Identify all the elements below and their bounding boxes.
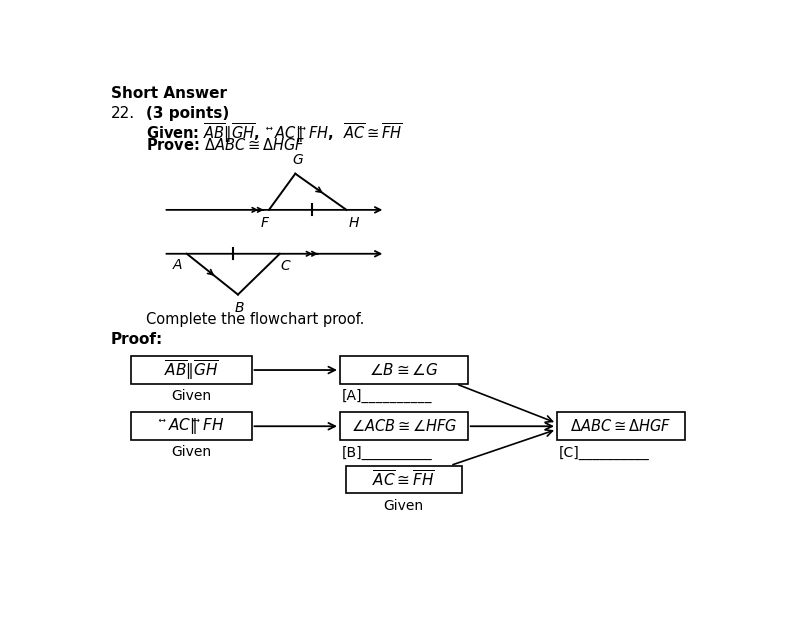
- Text: $\overleftrightarrow{AC} \| \overleftrightarrow{FH}$: $\overleftrightarrow{AC} \| \overleftrig…: [158, 416, 225, 436]
- Text: A: A: [173, 259, 182, 272]
- Text: 22.: 22.: [111, 106, 135, 121]
- Text: F: F: [261, 216, 269, 230]
- Text: $\angle ACB \cong \angle HFG$: $\angle ACB \cong \angle HFG$: [350, 418, 457, 434]
- FancyBboxPatch shape: [346, 466, 462, 493]
- Text: Short Answer: Short Answer: [111, 86, 227, 101]
- Text: C: C: [280, 259, 290, 273]
- Text: Proof:: Proof:: [111, 332, 163, 347]
- Text: $\overline{AB} \| \overline{GH}$: $\overline{AB} \| \overline{GH}$: [164, 358, 218, 382]
- Text: $\Delta ABC \cong \Delta HGF$: $\Delta ABC \cong \Delta HGF$: [570, 418, 671, 434]
- Text: Given: $\overline{AB} \| \overline{GH}$,  $\overleftrightarrow{AC} \| \overleftr: Given: $\overline{AB} \| \overline{GH}$,…: [146, 121, 403, 145]
- FancyBboxPatch shape: [557, 413, 685, 440]
- Text: [C]__________: [C]__________: [558, 446, 649, 459]
- Text: Given: Given: [171, 446, 211, 459]
- FancyBboxPatch shape: [131, 413, 251, 440]
- Text: $\overline{AC} \cong \overline{FH}$: $\overline{AC} \cong \overline{FH}$: [372, 470, 435, 490]
- Text: Given: Given: [384, 499, 424, 513]
- FancyBboxPatch shape: [340, 413, 468, 440]
- Text: [B]__________: [B]__________: [342, 446, 432, 459]
- Text: G: G: [292, 153, 303, 167]
- FancyBboxPatch shape: [340, 356, 468, 384]
- Text: $\angle B \cong \angle G$: $\angle B \cong \angle G$: [369, 362, 438, 378]
- Text: B: B: [234, 302, 244, 316]
- Text: H: H: [349, 216, 359, 230]
- Text: (3 points): (3 points): [146, 106, 230, 121]
- FancyBboxPatch shape: [131, 356, 251, 384]
- Text: Prove: $\Delta ABC \cong \Delta HGF$: Prove: $\Delta ABC \cong \Delta HGF$: [146, 136, 306, 153]
- Text: Complete the flowchart proof.: Complete the flowchart proof.: [146, 312, 365, 327]
- Text: Given: Given: [171, 389, 211, 403]
- Text: [A]__________: [A]__________: [342, 389, 432, 403]
